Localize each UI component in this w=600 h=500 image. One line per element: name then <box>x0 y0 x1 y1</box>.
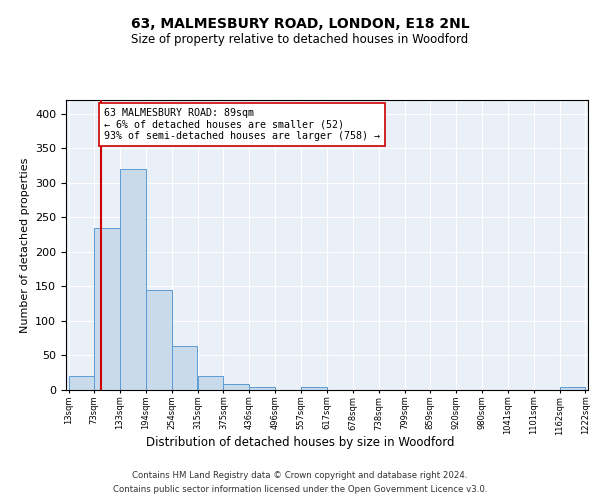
Bar <box>94 228 120 390</box>
Text: Size of property relative to detached houses in Woodford: Size of property relative to detached ho… <box>131 32 469 46</box>
Text: Contains HM Land Registry data © Crown copyright and database right 2024.: Contains HM Land Registry data © Crown c… <box>132 472 468 480</box>
Bar <box>560 387 586 390</box>
Text: Distribution of detached houses by size in Woodford: Distribution of detached houses by size … <box>146 436 454 449</box>
Bar <box>68 376 94 390</box>
Text: 63, MALMESBURY ROAD, LONDON, E18 2NL: 63, MALMESBURY ROAD, LONDON, E18 2NL <box>131 18 469 32</box>
Bar <box>146 290 172 390</box>
Bar <box>250 386 275 390</box>
Text: Contains public sector information licensed under the Open Government Licence v3: Contains public sector information licen… <box>113 484 487 494</box>
Bar <box>120 169 146 390</box>
Bar <box>197 376 223 390</box>
Bar <box>223 384 249 390</box>
Bar <box>301 386 327 390</box>
Text: 63 MALMESBURY ROAD: 89sqm
← 6% of detached houses are smaller (52)
93% of semi-d: 63 MALMESBURY ROAD: 89sqm ← 6% of detach… <box>104 108 380 142</box>
Y-axis label: Number of detached properties: Number of detached properties <box>20 158 29 332</box>
Bar <box>172 346 197 390</box>
